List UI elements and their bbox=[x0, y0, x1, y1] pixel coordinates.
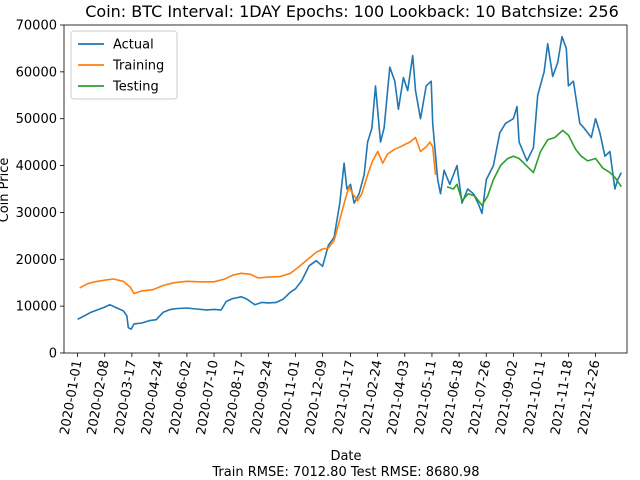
legend-label-training: Training bbox=[112, 59, 164, 74]
x-tick-label: 2021-09-02 bbox=[493, 359, 521, 436]
x-tick-label: 2020-01-01 bbox=[58, 359, 86, 436]
y-tick-label: 20000 bbox=[16, 253, 57, 268]
legend-label-actual: Actual bbox=[113, 38, 154, 53]
plot-frame bbox=[63, 24, 628, 354]
x-tick-label: 2020-07-10 bbox=[194, 359, 222, 436]
x-tick-label: 2020-02-08 bbox=[85, 359, 113, 436]
y-tick-label: 30000 bbox=[16, 206, 57, 221]
x-tick-label: 2020-11-01 bbox=[276, 359, 304, 436]
y-axis: 0 10000 20000 30000 40000 50000 60000 70000 bbox=[16, 19, 64, 362]
rmse-footer: Train RMSE: 7012.80 Test RMSE: 8680.98 bbox=[211, 465, 479, 480]
x-tick-label: 2021-01-17 bbox=[331, 359, 359, 436]
x-tick-label: 2021-11-18 bbox=[548, 359, 576, 436]
x-tick-label: 2021-02-24 bbox=[358, 359, 386, 436]
x-tick-label: 2021-10-11 bbox=[521, 359, 549, 436]
y-tick-label: 0 bbox=[49, 347, 57, 362]
x-tick-label: 2020-08-17 bbox=[221, 359, 249, 436]
y-tick-label: 60000 bbox=[16, 65, 57, 80]
x-tick-label: 2021-04-03 bbox=[385, 359, 413, 436]
x-tick-label: 2020-04-24 bbox=[139, 359, 167, 436]
series-line-actual bbox=[77, 35, 623, 330]
x-tick-label: 2021-12-26 bbox=[576, 359, 604, 436]
x-tick-label: 2021-06-18 bbox=[439, 359, 467, 436]
y-tick-label: 70000 bbox=[16, 19, 57, 34]
legend-label-testing: Testing bbox=[112, 80, 159, 95]
y-axis-label: Coin Price bbox=[0, 158, 12, 223]
x-axis-label: Date bbox=[330, 449, 361, 464]
legend: Actual Training Testing bbox=[70, 30, 178, 100]
series-line-testing bbox=[446, 129, 622, 207]
legend-box bbox=[70, 30, 178, 100]
x-axis: 2020-01-01 2020-02-08 2020-03-17 2020-04-24… bbox=[58, 353, 604, 436]
x-tick-label: 2021-05-11 bbox=[412, 359, 440, 436]
plot-area bbox=[63, 24, 628, 354]
x-tick-label: 2020-09-24 bbox=[248, 359, 276, 436]
x-tick-label: 2020-12-09 bbox=[303, 359, 331, 436]
x-tick-label: 2020-03-17 bbox=[112, 359, 140, 436]
y-tick-label: 40000 bbox=[16, 159, 57, 174]
chart-title: Coin: BTC Interval: 1DAY Epochs: 100 Loo… bbox=[85, 2, 619, 21]
x-tick-label: 2021-07-26 bbox=[466, 359, 494, 436]
series-line-training bbox=[79, 136, 437, 295]
y-tick-label: 50000 bbox=[16, 112, 57, 127]
x-tick-label: 2020-06-02 bbox=[167, 359, 195, 436]
y-tick-label: 10000 bbox=[16, 300, 57, 315]
y-axis-label-group: Coin Price bbox=[0, 158, 12, 223]
